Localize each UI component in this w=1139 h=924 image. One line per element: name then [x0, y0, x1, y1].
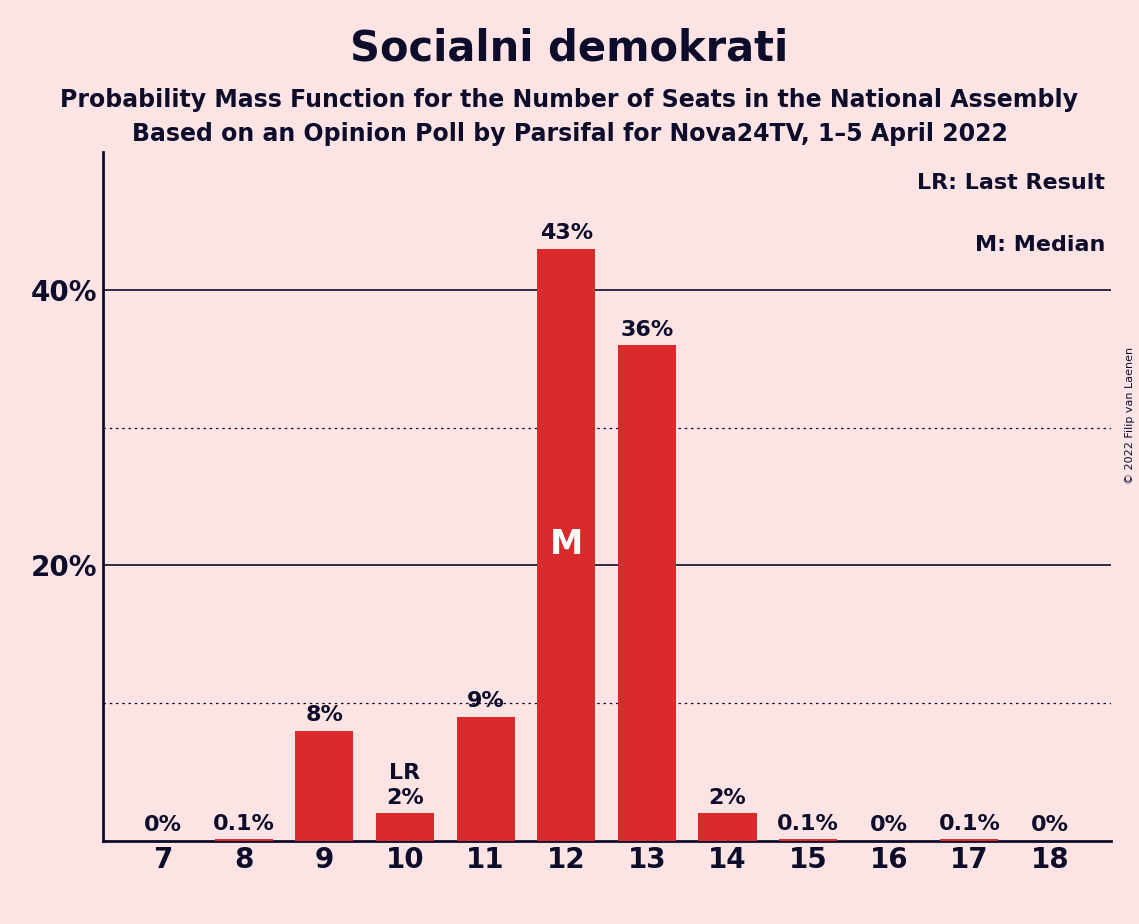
Bar [538, 249, 596, 841]
Text: M: M [550, 529, 583, 562]
Text: 2%: 2% [708, 788, 746, 808]
Text: 0.1%: 0.1% [939, 814, 1000, 834]
Bar [457, 717, 515, 841]
Bar [376, 813, 434, 841]
Bar [617, 346, 675, 841]
Bar [214, 840, 272, 841]
Text: Probability Mass Function for the Number of Seats in the National Assembly: Probability Mass Function for the Number… [60, 88, 1079, 112]
Text: 8%: 8% [305, 705, 343, 725]
Text: 36%: 36% [621, 320, 673, 340]
Bar [295, 731, 353, 841]
Text: 43%: 43% [540, 224, 592, 243]
Text: Based on an Opinion Poll by Parsifal for Nova24TV, 1–5 April 2022: Based on an Opinion Poll by Parsifal for… [132, 122, 1007, 146]
Text: 0%: 0% [144, 815, 182, 835]
Text: 9%: 9% [467, 691, 505, 711]
Bar [941, 840, 999, 841]
Text: © 2022 Filip van Laenen: © 2022 Filip van Laenen [1125, 347, 1134, 484]
Text: 0.1%: 0.1% [213, 814, 274, 834]
Text: LR: LR [390, 763, 420, 783]
Text: LR: Last Result: LR: Last Result [918, 173, 1106, 193]
Text: 0.1%: 0.1% [777, 814, 839, 834]
Text: 0%: 0% [870, 815, 908, 835]
Bar [779, 840, 837, 841]
Text: Socialni demokrati: Socialni demokrati [351, 28, 788, 69]
Text: 2%: 2% [386, 788, 424, 808]
Text: M: Median: M: Median [975, 235, 1106, 255]
Bar [698, 813, 756, 841]
Text: 0%: 0% [1031, 815, 1070, 835]
